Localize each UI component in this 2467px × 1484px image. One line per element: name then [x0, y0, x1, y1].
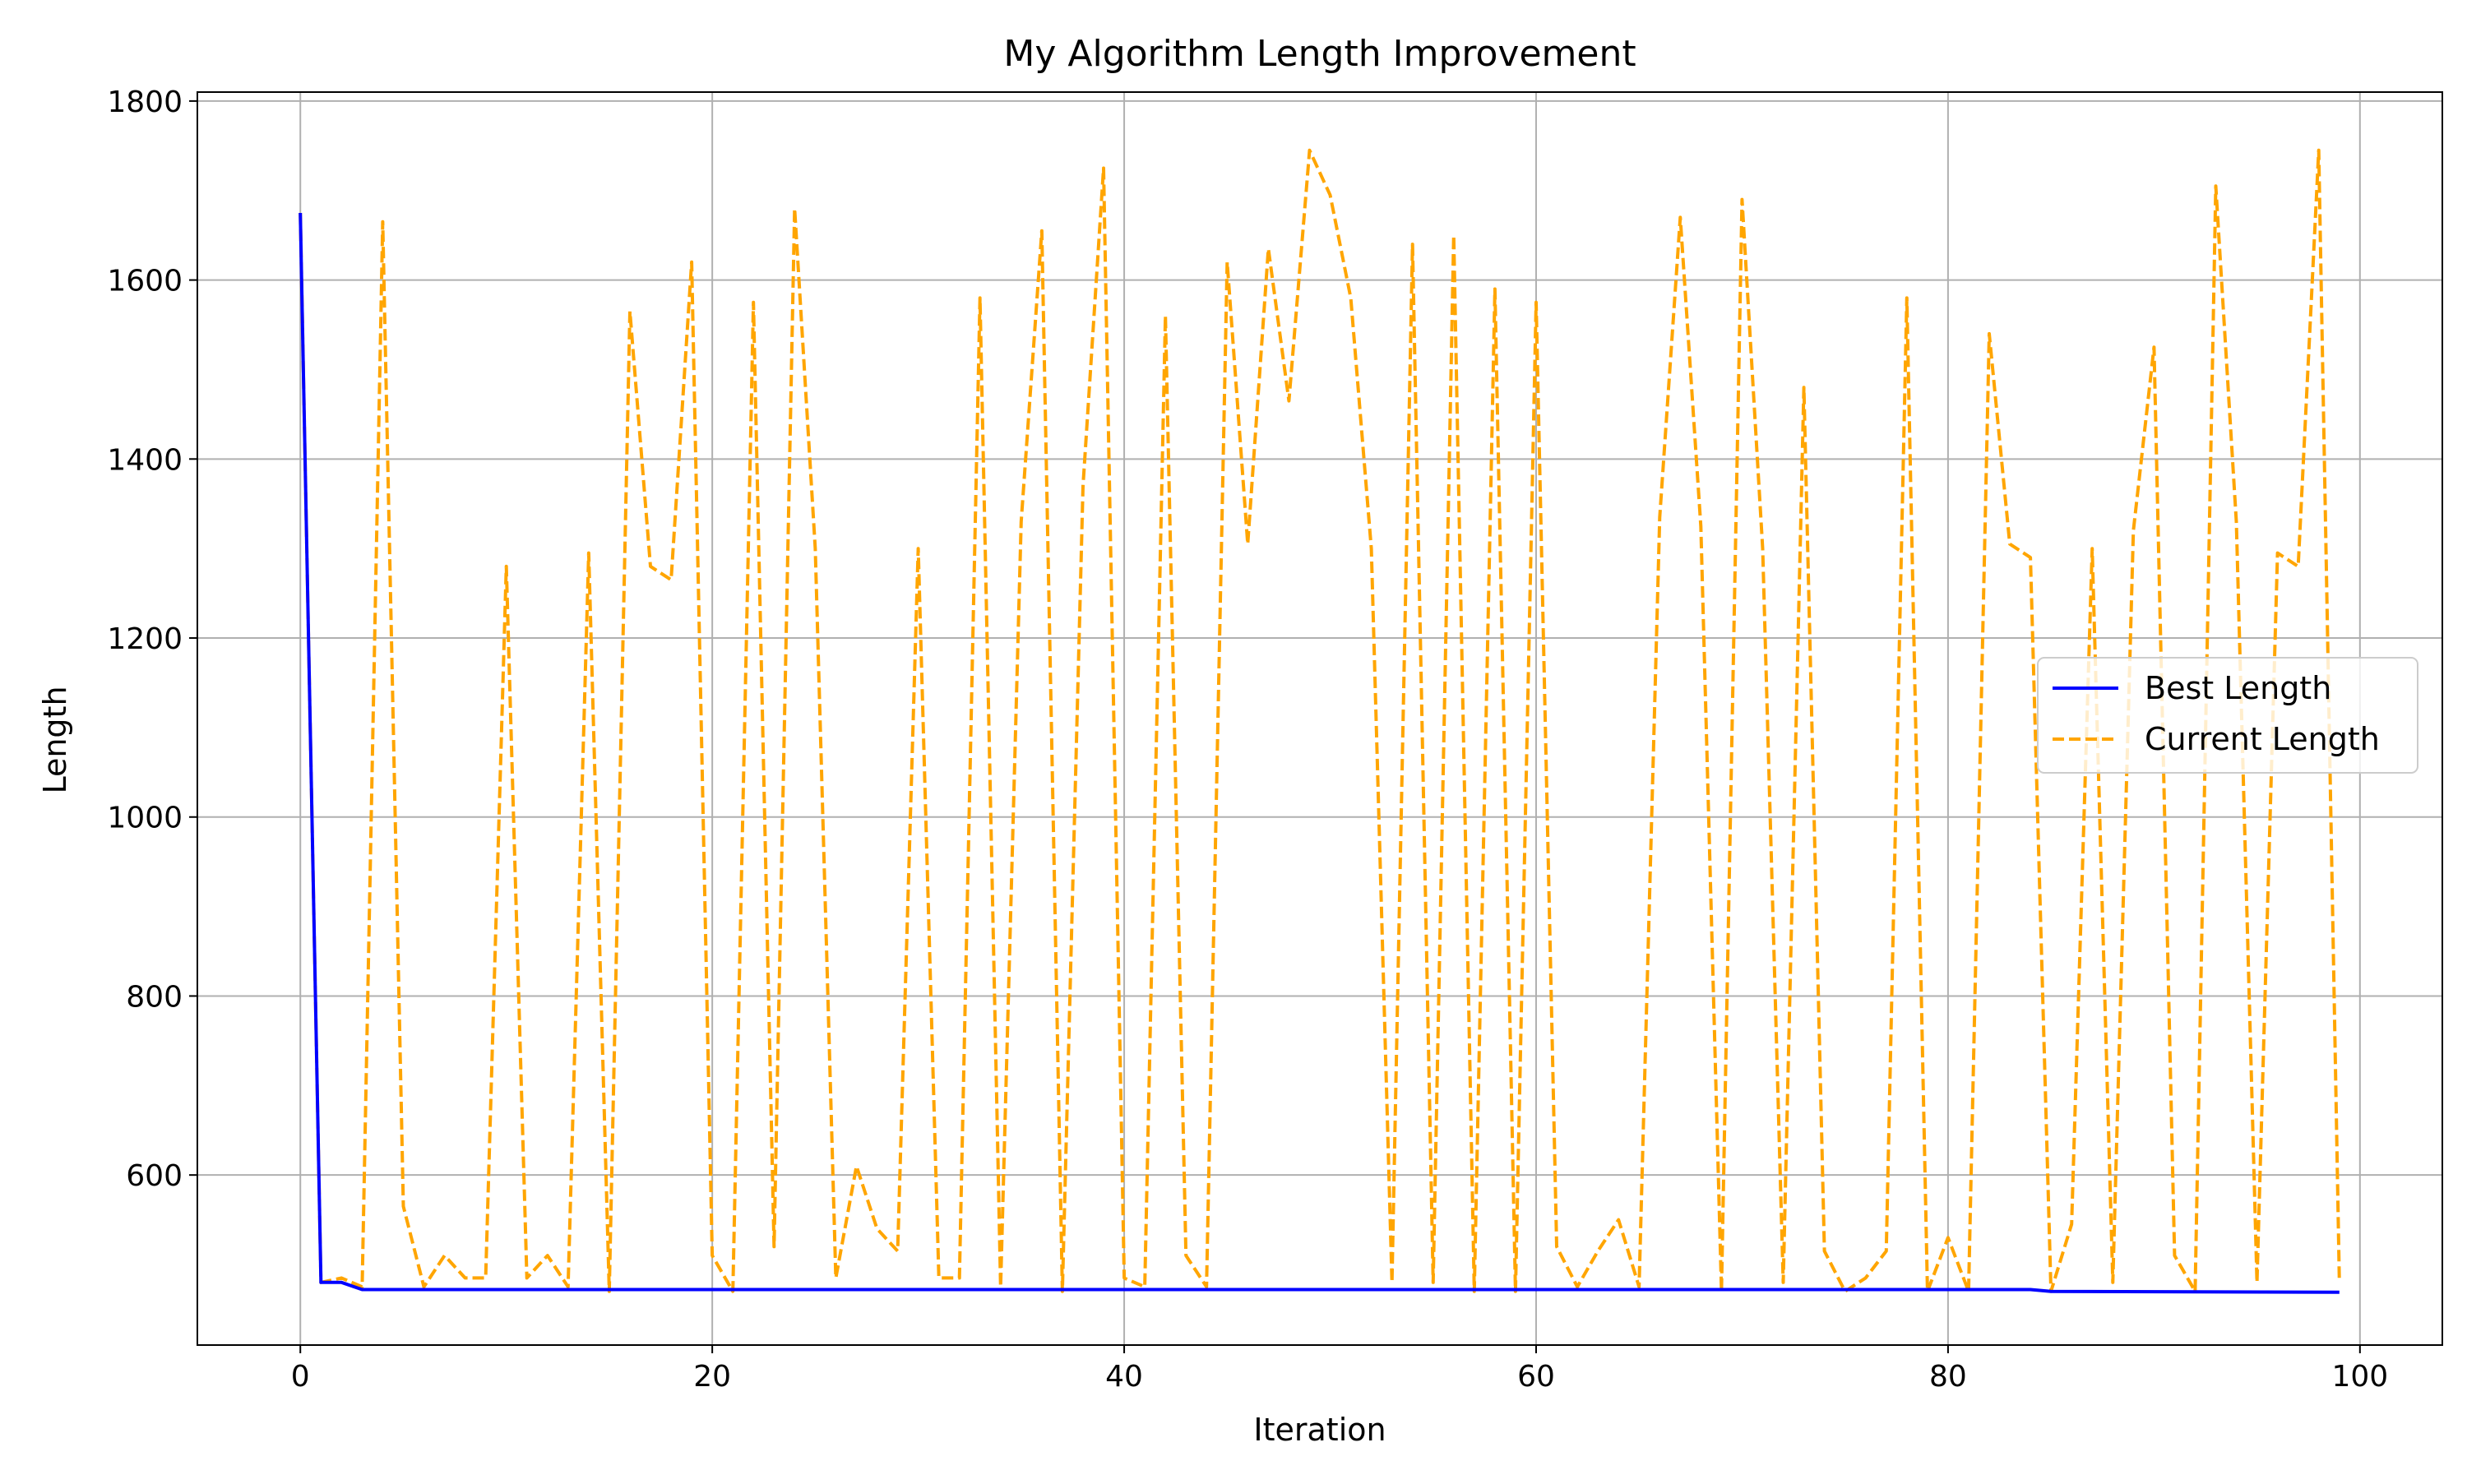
x-tick-label: 60 — [1517, 1360, 1555, 1394]
y-tick-label: 1800 — [107, 86, 183, 119]
series-line-current-length — [299, 148, 2341, 1293]
x-tick-label: 0 — [291, 1360, 310, 1394]
x-axis-label: Iteration — [1253, 1412, 1386, 1448]
x-tick-label: 40 — [1105, 1360, 1143, 1394]
y-tick-label: 1200 — [107, 622, 183, 656]
plot-frame — [197, 91, 2443, 1346]
series-line-best-length — [299, 212, 2340, 1294]
y-axis-label: Length — [37, 686, 73, 793]
x-tick-label: 100 — [2331, 1360, 2388, 1394]
x-tick-label: 80 — [1929, 1360, 1967, 1394]
legend: Best Length Current Length — [2037, 657, 2418, 774]
grid — [197, 92, 2442, 1345]
legend-box — [2037, 657, 2418, 774]
legend-label-current-length: Current Length — [2145, 721, 2380, 757]
ticks: 0 20 40 60 80 100 600 800 1000 1200 1400 1600 1800 — [107, 86, 2388, 1394]
y-tick-label: 1400 — [107, 443, 183, 477]
series-layer — [299, 148, 2341, 1294]
y-tick-label: 800 — [126, 980, 183, 1014]
y-tick-label: 1600 — [107, 265, 183, 298]
y-tick-label: 1000 — [107, 802, 183, 835]
chart-title: My Algorithm Length Improvement — [1003, 33, 1636, 75]
y-tick-label: 600 — [126, 1159, 183, 1193]
x-tick-label: 20 — [693, 1360, 731, 1394]
legend-label-best-length: Best Length — [2145, 670, 2331, 706]
